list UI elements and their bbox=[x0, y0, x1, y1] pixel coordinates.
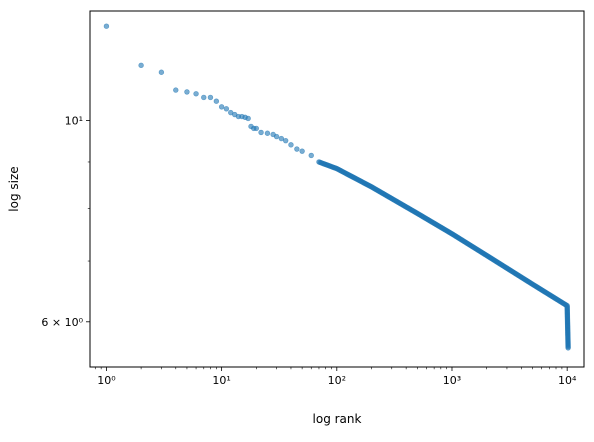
data-point bbox=[282, 137, 289, 144]
data-point bbox=[245, 115, 251, 122]
data-point bbox=[253, 125, 259, 132]
data-point bbox=[294, 146, 300, 152]
data-point bbox=[288, 142, 294, 148]
data-point bbox=[273, 133, 280, 140]
data-point bbox=[201, 94, 207, 101]
data-point bbox=[138, 62, 144, 69]
x-tick-label: 10⁰ bbox=[97, 374, 116, 387]
data-point bbox=[173, 87, 179, 93]
data-point bbox=[158, 69, 165, 75]
y-axis: 6 × 10⁰ 10¹ bbox=[41, 114, 90, 329]
data-point bbox=[223, 106, 230, 112]
y-axis-label: log size bbox=[7, 166, 21, 211]
x-axis-label: log rank bbox=[313, 412, 362, 426]
x-tick-label: 10² bbox=[328, 374, 346, 387]
data-point bbox=[193, 91, 199, 97]
data-point bbox=[308, 152, 314, 159]
data-point bbox=[213, 98, 220, 104]
y-tick-label: 6 × 10⁰ bbox=[41, 316, 83, 329]
data-point bbox=[103, 23, 110, 29]
data-points bbox=[103, 23, 571, 351]
x-tick-label: 10¹ bbox=[212, 374, 230, 387]
y-tick-label: 10¹ bbox=[65, 114, 83, 127]
x-axis: 10⁰ 10¹ 10² 10³ 10⁴ bbox=[94, 367, 577, 387]
data-point bbox=[299, 148, 305, 154]
data-point bbox=[278, 135, 285, 142]
data-point bbox=[258, 129, 264, 136]
data-point bbox=[565, 345, 571, 351]
data-point bbox=[218, 104, 225, 110]
data-point bbox=[184, 89, 190, 95]
x-tick-label: 10³ bbox=[443, 374, 461, 387]
data-point bbox=[207, 94, 214, 101]
plot-area bbox=[90, 11, 584, 367]
x-tick-label: 10⁴ bbox=[558, 374, 577, 387]
data-point bbox=[264, 130, 271, 136]
